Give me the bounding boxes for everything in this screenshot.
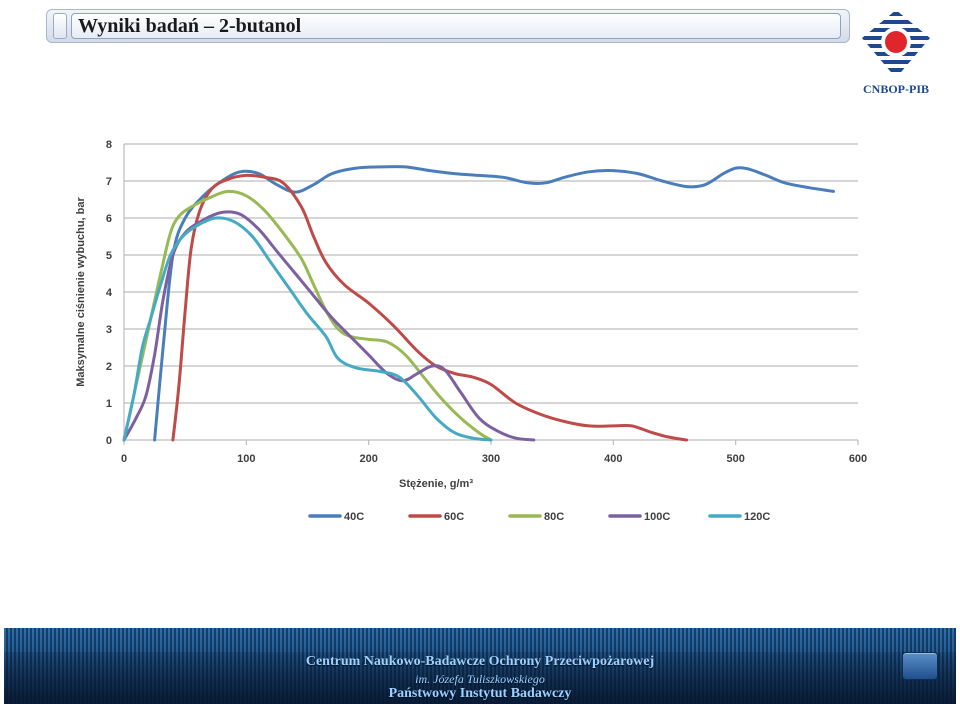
title-box: Wyniki badań – 2-butanol	[71, 13, 841, 39]
footer-institute-type: Państwowy Instytut Badawczy	[388, 686, 572, 701]
legend-label-40c: 40C	[344, 511, 364, 523]
title-tab-decoration	[53, 13, 67, 39]
y-axis-label: Maksymalne ciśnienie wybuchu, bar	[75, 197, 87, 387]
footer-patron-name: im. Józefa Tuliszkowskiego	[415, 672, 545, 686]
x-tick-labels: 0 100 200 300 400 500 600	[121, 453, 867, 465]
legend-label-120c: 120C	[744, 511, 770, 523]
y-tick-label: 2	[106, 361, 112, 373]
y-tick-label: 8	[106, 139, 112, 151]
x-tick-label: 400	[604, 453, 622, 465]
legend-label-60c: 60C	[444, 511, 464, 523]
y-tick-label: 3	[106, 324, 112, 336]
y-tick-label: 1	[106, 398, 112, 410]
y-tick-labels: 0 1 2 3 4 5 6 7 8	[106, 139, 113, 447]
x-tick-label: 300	[482, 453, 500, 465]
legend-label-80c: 80C	[544, 511, 564, 523]
footer-banner: Centrum Naukowo-Badawcze Ochrony Przeciw…	[4, 628, 956, 704]
x-tick-label: 100	[237, 453, 255, 465]
series-line-80c	[122, 189, 493, 442]
title-bar: Wyniki badań – 2-butanol	[46, 9, 850, 43]
y-tick-label: 4	[106, 287, 113, 299]
y-tick-label: 6	[106, 213, 112, 225]
y-tick-label: 0	[106, 435, 112, 447]
y-tick-label: 5	[106, 250, 112, 262]
cnbop-emblem-icon	[862, 10, 930, 78]
series-line-100c	[122, 210, 536, 442]
series-line-60c	[171, 173, 689, 442]
pressure-chart: 0 1 2 3 4 5 6 7 8 0 100 200 300 400 500 600 Maksymalne…	[75, 139, 867, 523]
footer-institution-name: Centrum Naukowo-Badawcze Ochrony Przeciw…	[305, 654, 655, 669]
footer-shade	[4, 652, 956, 704]
chart-series	[122, 165, 835, 442]
chart-axes	[123, 144, 859, 445]
series-line-40c	[153, 165, 835, 442]
x-tick-label: 0	[121, 453, 127, 465]
cnbop-logo: CNBOP-PIB	[856, 8, 936, 100]
logo-text: CNBOP-PIB	[863, 82, 929, 96]
chart-legend: 40C 60C 80C 100C 120C	[308, 511, 770, 523]
series-line-120c	[122, 216, 493, 442]
x-axis-label: Stężenie, g/m³	[399, 478, 473, 490]
slide-nav-button[interactable]	[902, 652, 938, 680]
x-tick-label: 200	[359, 453, 377, 465]
y-tick-label: 7	[106, 176, 112, 188]
legend-label-100c: 100C	[644, 511, 670, 523]
x-tick-label: 500	[726, 453, 744, 465]
chart-gridlines	[124, 143, 858, 404]
slide-title: Wyniki badań – 2-butanol	[78, 15, 302, 37]
x-tick-label: 600	[849, 453, 867, 465]
